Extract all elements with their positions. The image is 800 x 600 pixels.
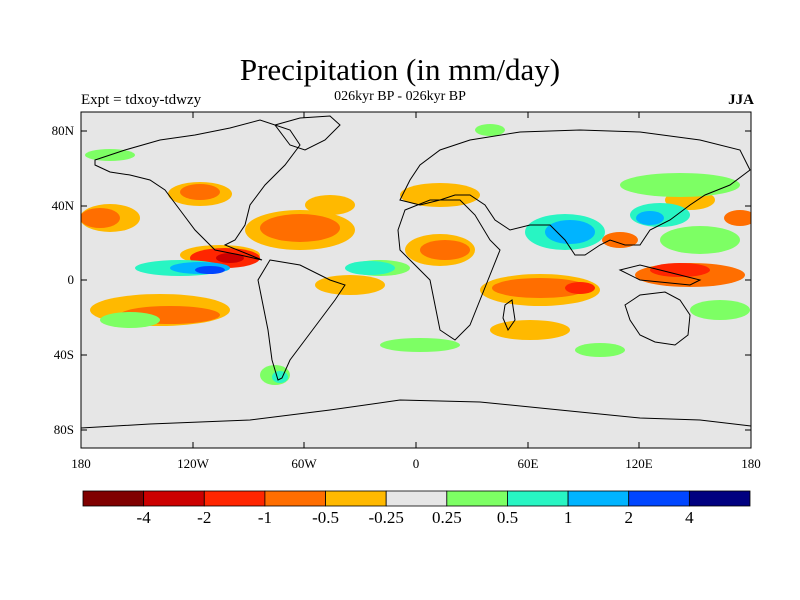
lon-tick-label: 180 [741,456,761,471]
colorbar-swatch [385,490,448,507]
lon-tick-label: 120E [625,456,653,471]
colorbar-label: -1 [257,508,272,527]
period-label: 026kyr BP - 026kyr BP [334,89,466,104]
lon-tick-label: 0 [412,456,420,471]
colorbar-label: 0.5 [496,508,519,527]
lon-tick-label: 60W [291,456,317,471]
colorbar-swatch [688,490,751,507]
colorbar-label: 0.25 [431,508,462,527]
colorbar-label: -0.25 [368,508,404,527]
colorbar-swatch [143,490,205,507]
colorbar-swatch [203,490,266,507]
lat-tick-label: 0 [67,272,75,287]
colorbar-label: 2 [624,508,633,527]
precip-contours [81,124,751,385]
season-label: JJA [728,92,754,108]
lat-tick-label: 80S [53,422,74,437]
colorbar-label: -4 [136,508,151,527]
lon-tick-label: 60E [517,456,539,471]
coastlines [81,115,751,429]
experiment-label: Expt = tdxoy-tdwzy [81,92,202,108]
colorbar [82,490,751,507]
axis-ticks [80,112,752,448]
colorbar-swatch [264,490,326,507]
lon-tick-label: 180 [71,456,91,471]
colorbar-label: 4 [685,508,694,527]
colorbar-label: -2 [197,508,212,527]
colorbar-swatch [507,490,569,507]
colorbar-swatch [82,490,145,507]
lat-tick-label: 40S [53,347,74,362]
lat-tick-label: 80N [51,123,74,138]
colorbar-label: 1 [563,508,573,527]
colorbar-swatch [325,490,387,507]
lon-tick-label: 120W [177,456,209,471]
lat-tick-label: 40N [51,198,74,213]
colorbar-swatch [567,490,630,507]
colorbar-label: -0.5 [312,508,339,527]
map-title: Precipitation (in mm/day) [239,52,561,87]
colorbar-swatch [628,490,690,507]
colorbar-swatch [446,490,508,507]
